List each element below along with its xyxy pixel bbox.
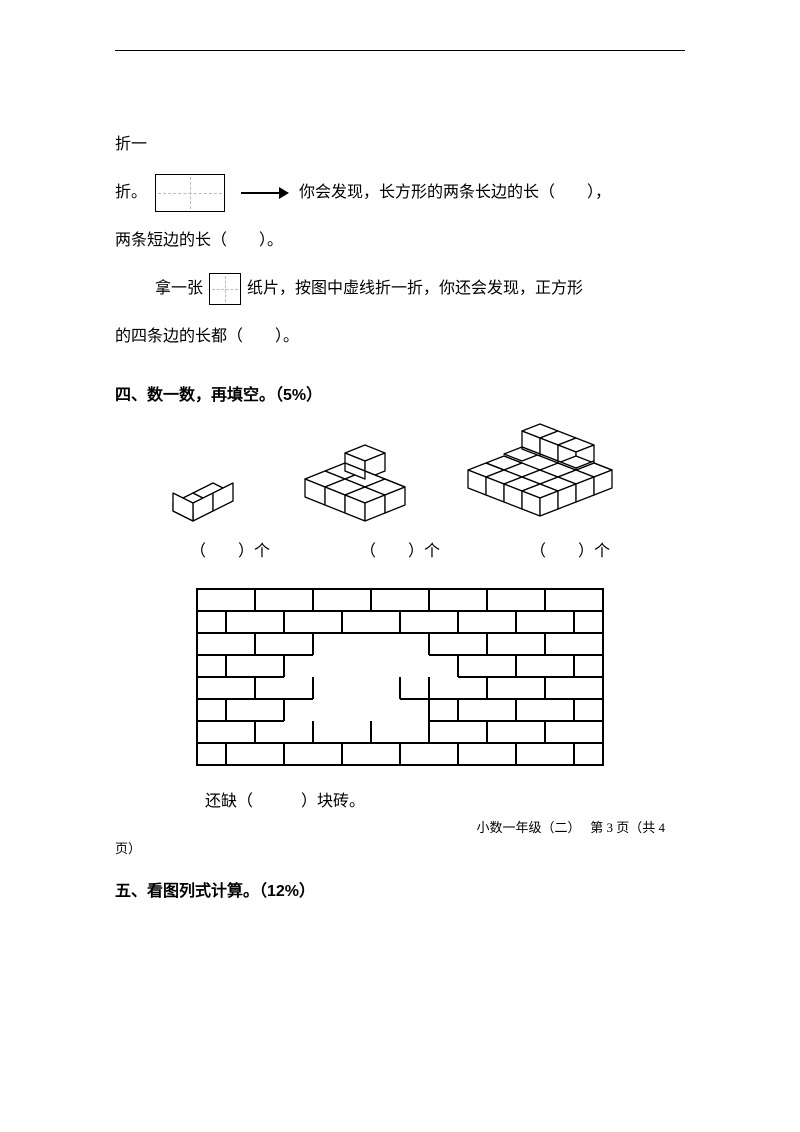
- brick-wall-diagram: [195, 587, 605, 767]
- section-4-title: 四、数一数，再填空。（5%）: [115, 381, 685, 405]
- square-diagram: [209, 273, 241, 305]
- cube-figure-1: [163, 463, 253, 523]
- text-fold-prefix: 折。: [115, 171, 147, 216]
- cube-label-1: （ ）个: [170, 537, 290, 561]
- fold-paragraph: 折一 折。 你会发现，长方形的两条长边的长（ ）， 两条短边的长（ ）。 拿一张…: [115, 121, 685, 361]
- worksheet-page: 折一 折。 你会发现，长方形的两条长边的长（ ）， 两条短边的长（ ）。 拿一张…: [0, 0, 800, 959]
- arrow-icon: [241, 192, 287, 194]
- cube-label-3: （ ）个: [510, 537, 630, 561]
- page-footer-right: 小数一年级（二） 第 3 页（共 4: [115, 817, 685, 836]
- text-take-paper: 拿一张: [155, 267, 203, 312]
- text-short-sides: 两条短边的长（ ）。: [115, 219, 283, 264]
- rectangle-diagram: [155, 174, 225, 212]
- cubes-row: [145, 423, 655, 523]
- text-rectangle-finding: 你会发现，长方形的两条长边的长（ ），: [299, 171, 611, 216]
- cube-labels: （ ）个 （ ）个 （ ）个: [145, 537, 655, 561]
- cube-figure-2: [290, 443, 430, 523]
- section-5-title: 五、看图列式计算。（12%）: [115, 877, 685, 901]
- text-square-sides: 的四条边的长都（ ）。: [115, 315, 299, 360]
- brick-caption: 还缺（ ）块砖。: [205, 787, 685, 811]
- text-fold-intro: 折一: [115, 123, 147, 168]
- page-top-rule: [115, 50, 685, 51]
- page-footer-cont: 页）: [115, 838, 685, 857]
- cube-figure-3: [467, 423, 637, 523]
- text-square-finding: 纸片，按图中虚线折一折，你还会发现，正方形: [247, 267, 583, 312]
- cube-label-2: （ ）个: [340, 537, 460, 561]
